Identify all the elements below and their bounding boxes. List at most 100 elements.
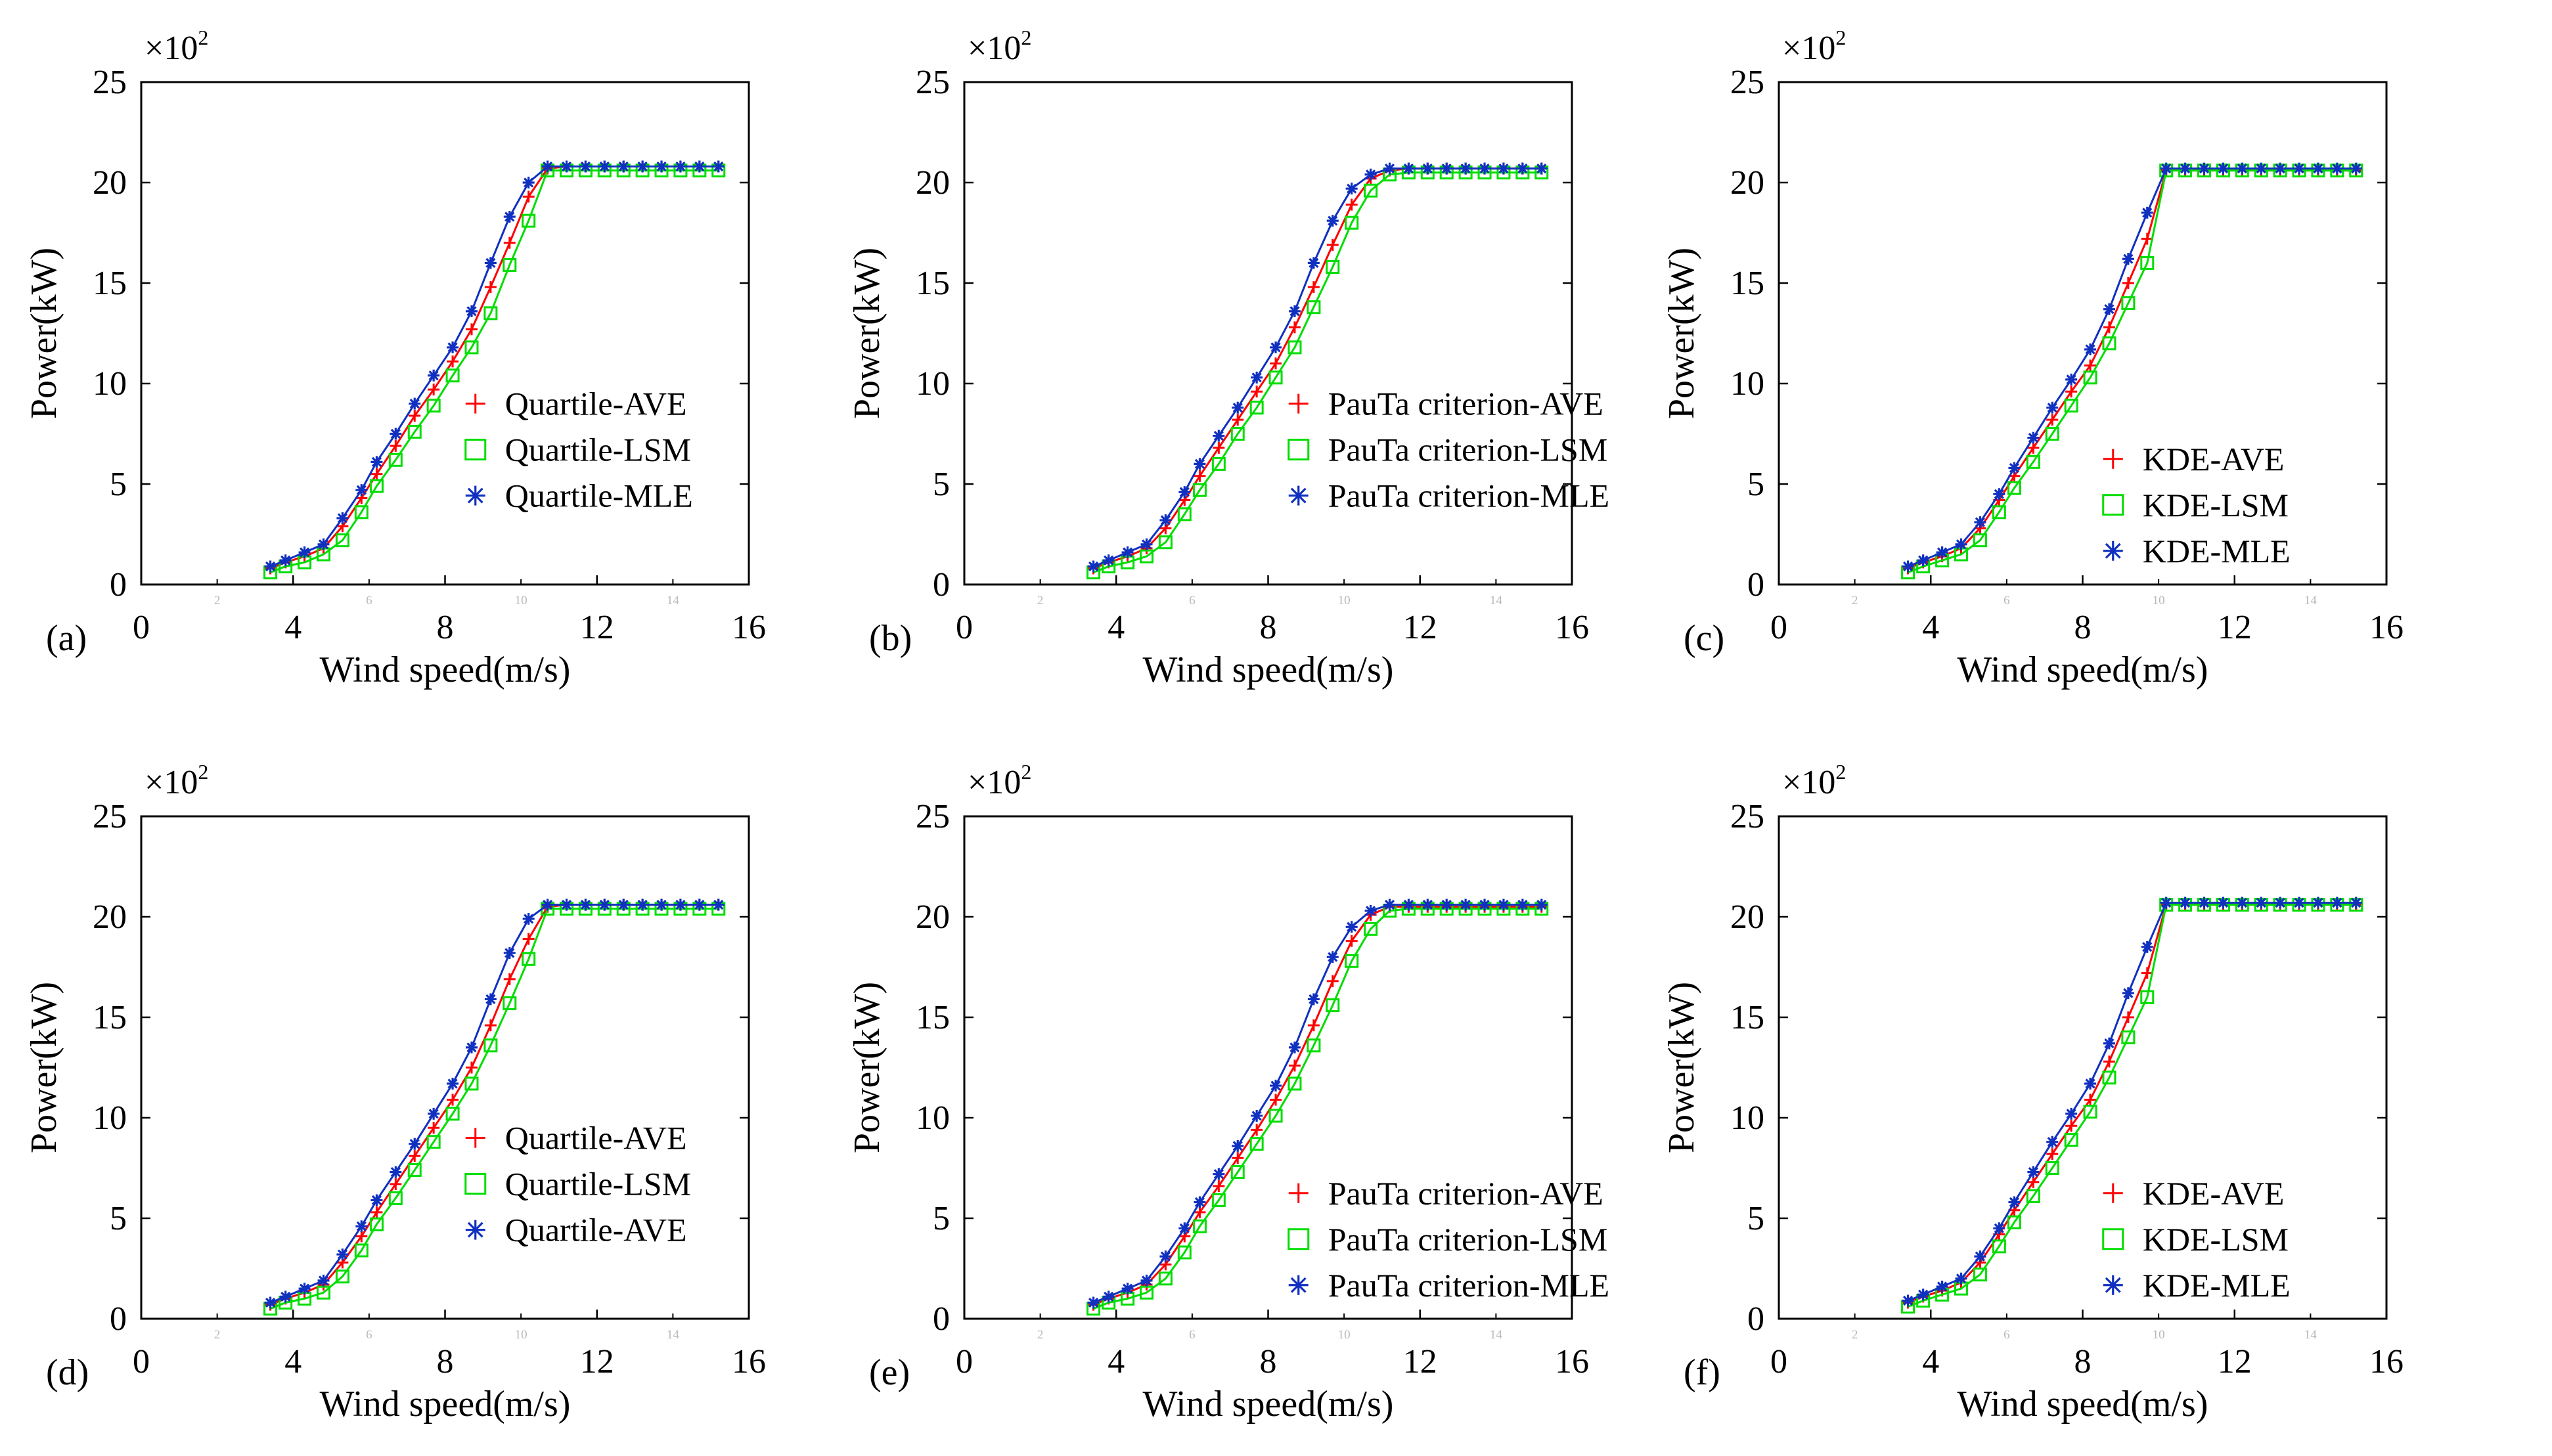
data-point: [355, 484, 368, 496]
data-point: [1326, 998, 1340, 1013]
data-point: [1917, 554, 1929, 567]
series-kde-mle: [1902, 162, 2362, 573]
x-axis-label: Wind speed(m/s): [1143, 650, 1394, 690]
y-multiplier: ×102: [145, 26, 208, 67]
data-point: [1993, 1222, 2005, 1235]
data-point: [409, 409, 421, 422]
x-tick-label: 0: [1770, 609, 1787, 646]
data-point: [1121, 546, 1134, 559]
x-axis-label: Wind speed(m/s): [320, 650, 571, 690]
panel-a: 0 5 10 15 20 25 0 4 8 12 16 2 6 10 14 Wind speed(m/s) Po…: [24, 26, 766, 690]
x-minor-tick-label: 6: [366, 594, 372, 607]
data-point: [336, 1248, 349, 1261]
y-tick-label: 5: [933, 1200, 950, 1237]
data-point: [1230, 427, 1245, 441]
data-point: [1213, 1180, 1225, 1193]
data-point: [2007, 1215, 2021, 1229]
data-point: [1251, 371, 1263, 384]
legend-marker: [1288, 393, 1309, 414]
y-tick-label: 10: [916, 1099, 950, 1137]
data-point: [2121, 1030, 2136, 1045]
x-tick-label: 4: [284, 1343, 302, 1380]
data-point: [428, 369, 440, 382]
data-point: [1140, 549, 1153, 563]
series-quartile-ave: [264, 898, 725, 1309]
data-point: [369, 1217, 384, 1231]
data-point: [1288, 1041, 1301, 1053]
legend-label: KDE-AVE: [2143, 1175, 2285, 1212]
data-point: [1288, 305, 1301, 317]
panel-letter: (f): [1684, 1352, 1720, 1393]
data-point: [1287, 340, 1302, 355]
data-point: [637, 898, 649, 911]
data-point: [1441, 898, 1453, 911]
data-point: [390, 439, 402, 452]
y-tick-label: 5: [1747, 1200, 1764, 1237]
data-point: [637, 160, 649, 173]
x-minor-tick-label: 14: [1490, 594, 1503, 607]
y-multiplier-exponent: 2: [1021, 760, 1031, 783]
data-point: [503, 996, 517, 1011]
y-axis-label: Power(kW): [847, 982, 887, 1153]
x-tick-label: 4: [1108, 609, 1125, 646]
data-point: [298, 546, 311, 559]
data-point: [1232, 1139, 1244, 1152]
data-point: [1087, 560, 1100, 573]
data-point: [1194, 458, 1206, 470]
data-point: [390, 1166, 402, 1178]
data-point: [2217, 896, 2229, 909]
data-point: [2141, 940, 2153, 953]
y-tick-label: 10: [1730, 365, 1764, 403]
data-point: [2350, 896, 2362, 909]
legend-label: Quartile-AVE: [505, 1120, 687, 1157]
data-point: [1232, 401, 1244, 414]
data-point: [317, 1285, 330, 1300]
data-point: [560, 160, 573, 173]
data-point: [2027, 1166, 2040, 1178]
data-point: [1194, 1196, 1206, 1208]
y-tick-label: 20: [916, 898, 950, 936]
data-point: [1345, 935, 1358, 947]
data-point: [1251, 386, 1263, 398]
data-point: [1936, 546, 1948, 559]
data-point: [2274, 896, 2287, 909]
y-multiplier: ×102: [968, 26, 1031, 67]
legend-label: KDE-MLE: [2143, 533, 2291, 569]
data-point: [1270, 341, 1282, 353]
data-point: [2026, 1189, 2040, 1203]
x-tick-label: 4: [1922, 1343, 1939, 1380]
data-point: [1232, 414, 1244, 426]
data-point: [407, 424, 422, 439]
data-point: [1270, 1093, 1282, 1106]
legend-marker: [2103, 449, 2123, 469]
legend-label: Quartile-AVE: [505, 386, 687, 422]
legend-marker: [465, 393, 485, 414]
data-point: [2160, 896, 2172, 909]
data-point: [2274, 162, 2287, 175]
x-tick-label: 16: [1555, 1343, 1589, 1380]
data-point: [1270, 1080, 1282, 1092]
y-axis-label: Power(kW): [1661, 982, 1702, 1153]
y-tick-label: 25: [93, 64, 127, 101]
y-tick-label: 20: [916, 164, 950, 202]
data-point: [1973, 533, 1987, 548]
data-point: [617, 898, 630, 911]
plot-frame: [140, 815, 750, 1320]
data-point: [447, 355, 459, 368]
legend-label: Quartile-LSM: [505, 1166, 691, 1202]
data-point: [1230, 1165, 1245, 1180]
legend-marker: [464, 1173, 487, 1195]
plot-frame: [963, 815, 1573, 1320]
x-axis-label: Wind speed(m/s): [320, 1384, 571, 1424]
data-point: [2045, 427, 2059, 441]
data-point: [2103, 321, 2115, 334]
data-point: [317, 538, 330, 550]
data-point: [1326, 951, 1339, 963]
x-minor-tick-label: 2: [214, 1328, 221, 1342]
x-tick-label: 16: [732, 1343, 766, 1380]
x-tick-label: 16: [732, 609, 766, 646]
data-point: [464, 1076, 479, 1091]
data-point: [1992, 505, 2006, 519]
data-point: [2350, 162, 2362, 175]
data-point: [1364, 904, 1377, 917]
